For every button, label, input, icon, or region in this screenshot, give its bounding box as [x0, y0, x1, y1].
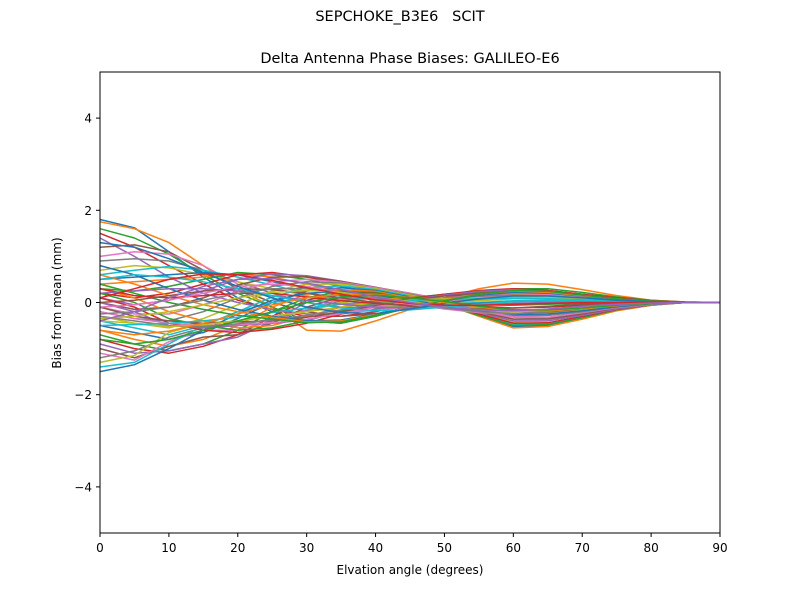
- y-tick-label: −2: [74, 388, 92, 402]
- x-tick-label: 10: [161, 541, 176, 555]
- series-line-54: [99, 273, 720, 307]
- chart-title: Delta Antenna Phase Biases: GALILEO-E6: [260, 51, 559, 67]
- x-axis: 0 10 20 30 40 50 60 70 80 90: [96, 533, 728, 555]
- x-tick-label: 20: [230, 541, 245, 555]
- series-line-51: [99, 241, 720, 315]
- plot-lines: [99, 218, 721, 373]
- x-tick-label: 0: [96, 541, 104, 555]
- y-tick-label: 2: [84, 204, 92, 218]
- x-tick-label: 90: [712, 541, 727, 555]
- figure-suptitle: SEPCHOKE_B3E6 SCIT: [315, 9, 485, 25]
- x-tick-label: 50: [437, 541, 452, 555]
- x-tick-label: 30: [299, 541, 314, 555]
- series-line-46: [99, 287, 720, 310]
- series-line-50: [99, 274, 720, 312]
- x-tick-label: 70: [575, 541, 590, 555]
- x-tick-label: 60: [506, 541, 521, 555]
- x-tick-label: 80: [643, 541, 658, 555]
- y-tick-label: 4: [84, 112, 92, 126]
- y-axis-label: Bias from mean (mm): [50, 237, 64, 368]
- series-line-55: [99, 277, 720, 322]
- x-tick-label: 40: [368, 541, 383, 555]
- series-line-53: [99, 294, 720, 345]
- y-axis: −4 −2 0 2 4: [74, 112, 100, 494]
- y-tick-label: −4: [74, 480, 92, 494]
- x-axis-label: Elvation angle (degrees): [337, 563, 484, 577]
- y-tick-label: 0: [84, 296, 92, 310]
